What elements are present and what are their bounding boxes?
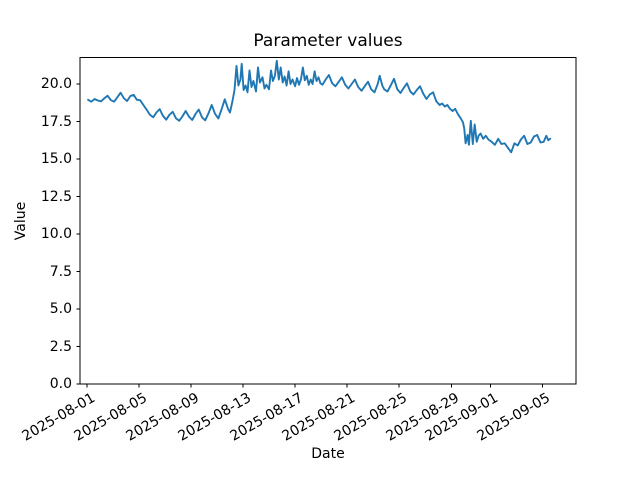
y-axis-label: Value xyxy=(13,201,29,241)
chart-title: Parameter values xyxy=(253,31,403,51)
y-tick-label: 17.5 xyxy=(40,113,72,130)
y-tick-label: 15.0 xyxy=(40,151,72,167)
series-line xyxy=(87,59,552,154)
y-tick-label: 0.0 xyxy=(49,376,72,392)
y-tick-label: 20.0 xyxy=(40,76,72,92)
x-axis-ticks xyxy=(86,384,543,388)
y-tick-label: 5.0 xyxy=(49,301,72,317)
y-tick-label: 10.0 xyxy=(40,226,72,242)
y-tick-label: 7.5 xyxy=(49,263,72,280)
y-axis-ticks xyxy=(76,83,80,385)
x-axis-label: Date xyxy=(311,446,345,462)
y-tick-label: 12.5 xyxy=(40,188,72,205)
plot-area xyxy=(79,57,577,385)
y-tick-label: 2.5 xyxy=(49,338,72,355)
